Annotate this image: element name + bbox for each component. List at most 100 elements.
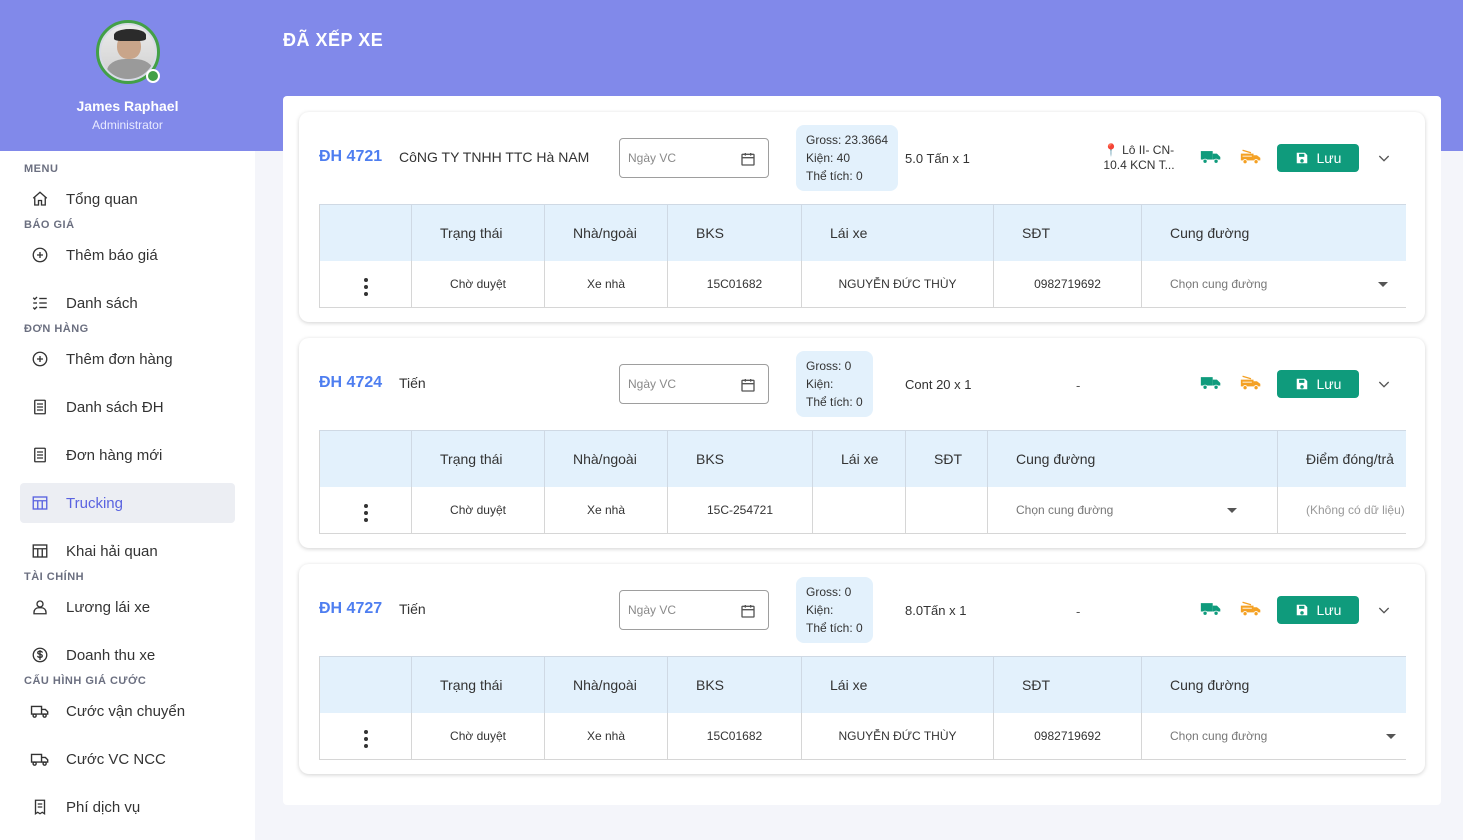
sidebar: James Raphael Administrator MENU Tổng qu… bbox=[0, 0, 255, 840]
truck-icon[interactable] bbox=[1200, 601, 1222, 622]
sidebar-item-label: Tổng quan bbox=[66, 190, 138, 208]
sidebar-item-label: Danh sách ĐH bbox=[66, 398, 164, 416]
company-name: Tiến bbox=[399, 601, 426, 617]
route-select[interactable]: Chọn cung đường bbox=[987, 486, 1278, 534]
sidebar-item-label: Thêm báo giá bbox=[66, 246, 158, 264]
kien-value: Kiện: 40 bbox=[806, 151, 851, 165]
kien-value: Kiện: bbox=[806, 377, 834, 391]
date-input[interactable]: Ngày VC bbox=[619, 590, 769, 630]
avatar[interactable] bbox=[95, 20, 160, 84]
cell-driver: NGUYỄN ĐỨC THÙY bbox=[801, 260, 994, 308]
order-id-link[interactable]: ĐH 4721 bbox=[319, 148, 383, 165]
sidebar-item-label: Trucking bbox=[66, 494, 123, 512]
row-menu-button[interactable] bbox=[319, 260, 412, 308]
sidebar-item-tong-quan[interactable]: Tổng quan bbox=[20, 179, 235, 219]
date-input[interactable]: Ngày VC bbox=[619, 138, 769, 178]
chevron-down-icon[interactable] bbox=[1376, 602, 1392, 623]
cell-ownership: Xe nhà bbox=[544, 486, 668, 534]
order-card: ĐH 4724 Tiến Ngày VC Gross: 0 Kiện: Thể … bbox=[299, 338, 1425, 548]
calendar-icon[interactable] bbox=[740, 377, 756, 396]
cell-driver bbox=[812, 486, 906, 534]
truck-icon[interactable] bbox=[1200, 375, 1222, 396]
sidebar-item-label: Đơn hàng mới bbox=[66, 446, 163, 464]
sidebar-item-cuoc-van-chuyen[interactable]: Cước vận chuyển bbox=[20, 691, 235, 731]
sidebar-item-them-bao-gia[interactable]: Thêm báo giá bbox=[20, 235, 235, 275]
gross-value: Gross: 0 bbox=[806, 359, 852, 373]
cell-status: Chờ duyệt bbox=[411, 260, 545, 308]
sidebar-item-luong-lai-xe[interactable]: Lương lái xe bbox=[20, 587, 235, 627]
cell-status: Chờ duyệt bbox=[411, 712, 545, 760]
company-name: CôNG TY TNHH TTC Hà NAM bbox=[399, 149, 590, 165]
column-header: Nhà/ngoài bbox=[544, 656, 668, 713]
column-header: SĐT bbox=[905, 430, 988, 487]
save-icon bbox=[1296, 152, 1307, 164]
row-menu-button[interactable] bbox=[319, 486, 412, 534]
sidebar-item-label: Lương lái xe bbox=[66, 598, 151, 616]
route-select[interactable]: Chọn cung đường bbox=[1141, 260, 1406, 308]
sidebar-item-label: Danh sách bbox=[66, 294, 138, 312]
sidebar-item-khai-hai-quan[interactable]: Khai hải quan bbox=[20, 531, 235, 571]
column-header: Trạng thái bbox=[411, 430, 545, 487]
sidebar-item-label: Khai hải quan bbox=[66, 542, 158, 560]
date-placeholder: Ngày VC bbox=[628, 151, 677, 165]
table-icon bbox=[30, 493, 50, 513]
cell-plate: 15C-254721 bbox=[667, 486, 813, 534]
column-header: Nhà/ngoài bbox=[544, 430, 668, 487]
sidebar-item-them-don-hang[interactable]: Thêm đơn hàng bbox=[20, 339, 235, 379]
row-menu-button[interactable] bbox=[319, 712, 412, 760]
truck-icon[interactable] bbox=[1200, 149, 1222, 170]
sidebar-item-don-hang-moi[interactable]: Đơn hàng mới bbox=[20, 435, 235, 475]
sidebar-item-trucking[interactable]: Trucking bbox=[20, 483, 235, 523]
chevron-down-icon[interactable] bbox=[1376, 150, 1392, 171]
order-id-link[interactable]: ĐH 4724 bbox=[319, 374, 383, 391]
date-input[interactable]: Ngày VC bbox=[619, 364, 769, 404]
save-button[interactable]: Lưu bbox=[1277, 370, 1359, 398]
sidebar-item-cuoc-vc-ncc[interactable]: Cước VC NCC bbox=[20, 739, 235, 779]
sidebar-item-doanh-thu-xe[interactable]: Doanh thu xe bbox=[20, 635, 235, 675]
save-button[interactable]: Lưu bbox=[1277, 144, 1359, 172]
dropdown-arrow-icon bbox=[1385, 733, 1396, 739]
route-select[interactable]: Chọn cung đường bbox=[1141, 712, 1406, 760]
order-id-link[interactable]: ĐH 4727 bbox=[319, 600, 383, 617]
capacity-text: 5.0 Tấn x 1 bbox=[905, 151, 970, 166]
trucking-table: Trạng thái Nhà/ngoài BKS Lái xe SĐT Cung… bbox=[319, 430, 1406, 534]
cell-status: Chờ duyệt bbox=[411, 486, 545, 534]
more-vertical-icon bbox=[363, 504, 368, 523]
section-title-tai-chinh: TÀI CHÍNH bbox=[24, 571, 85, 583]
cell-plate: 15C01682 bbox=[667, 712, 802, 760]
receipt-icon bbox=[30, 797, 50, 817]
order-card: ĐH 4721 CôNG TY TNHH TTC Hà NAM Ngày VC … bbox=[299, 112, 1425, 322]
dropdown-arrow-icon bbox=[1227, 507, 1237, 513]
save-icon bbox=[1296, 378, 1307, 390]
gross-value: Gross: 23.3664 bbox=[806, 133, 889, 147]
column-header: Điểm đóng/trả bbox=[1277, 430, 1406, 487]
column-header: SĐT bbox=[993, 204, 1142, 261]
fire-truck-icon[interactable] bbox=[1240, 375, 1262, 396]
calendar-icon[interactable] bbox=[740, 151, 756, 170]
fire-truck-icon[interactable] bbox=[1240, 601, 1262, 622]
section-title-cau-hinh: CẤU HÌNH GIÁ CƯỚC bbox=[24, 675, 147, 687]
the-tich-value: Thể tích: 0 bbox=[806, 621, 863, 635]
sidebar-item-danh-sach-dh[interactable]: Danh sách ĐH bbox=[20, 387, 235, 427]
save-icon bbox=[1296, 604, 1307, 616]
order-card-header: ĐH 4724 Tiến Ngày VC Gross: 0 Kiện: Thể … bbox=[299, 338, 1425, 430]
fire-truck-icon[interactable] bbox=[1240, 149, 1262, 170]
cell-driver: NGUYỄN ĐỨC THÙY bbox=[801, 712, 994, 760]
calendar-icon[interactable] bbox=[740, 603, 756, 622]
save-button[interactable]: Lưu bbox=[1277, 596, 1359, 624]
kien-value: Kiện: bbox=[806, 603, 834, 617]
sidebar-item-label: Thêm đơn hàng bbox=[66, 350, 173, 368]
order-card: ĐH 4727 Tiến Ngày VC Gross: 0 Kiện: Thể … bbox=[299, 564, 1425, 774]
chevron-down-icon[interactable] bbox=[1376, 376, 1392, 397]
cell-phone: 0982719692 bbox=[993, 712, 1142, 760]
section-title-bao-gia: BÁO GIÁ bbox=[24, 219, 75, 231]
sidebar-item-label: Cước VC NCC bbox=[66, 750, 166, 768]
checklist-icon bbox=[30, 293, 50, 313]
table-row: Chờ duyệt Xe nhà 15C01682 NGUYỄN ĐỨC THÙ… bbox=[319, 260, 1406, 308]
sidebar-item-danh-sach[interactable]: Danh sách bbox=[20, 283, 235, 323]
sidebar-item-phi-dich-vu[interactable]: Phí dịch vụ bbox=[20, 787, 235, 827]
location-text: 📍 Lô II- CN- 10.4 KCN T... bbox=[1103, 143, 1175, 172]
more-vertical-icon bbox=[363, 278, 368, 297]
cell-ownership: Xe nhà bbox=[544, 712, 668, 760]
date-placeholder: Ngày VC bbox=[628, 377, 677, 391]
